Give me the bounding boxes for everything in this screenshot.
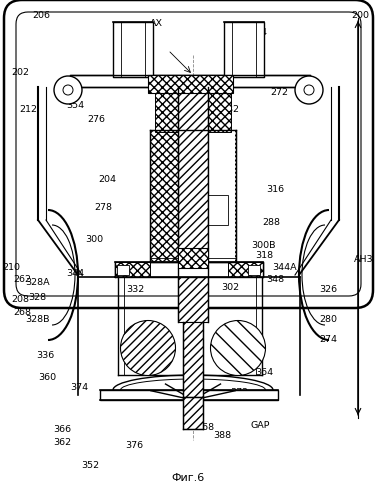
Text: 328B: 328B — [26, 316, 50, 324]
Bar — [113, 22, 153, 77]
Text: 200: 200 — [351, 10, 369, 20]
FancyBboxPatch shape — [4, 0, 373, 308]
Text: 302: 302 — [221, 283, 239, 292]
Bar — [178, 87, 208, 322]
Text: 364: 364 — [255, 368, 273, 377]
Text: 360: 360 — [38, 373, 56, 382]
Bar — [208, 195, 228, 225]
Ellipse shape — [210, 320, 265, 376]
Circle shape — [304, 85, 314, 95]
Bar — [115, 262, 150, 277]
Circle shape — [63, 85, 73, 95]
Text: 272: 272 — [270, 88, 288, 97]
Text: 262: 262 — [14, 276, 32, 284]
Text: 362: 362 — [53, 438, 71, 447]
Text: 328A: 328A — [25, 278, 50, 287]
Bar — [183, 397, 203, 429]
Text: 352: 352 — [81, 460, 100, 469]
Text: 336: 336 — [36, 350, 54, 360]
Bar — [178, 248, 208, 268]
Text: 276: 276 — [87, 116, 105, 124]
Bar — [100, 390, 278, 400]
Bar — [228, 262, 263, 277]
Bar — [117, 265, 129, 275]
Text: 268: 268 — [14, 308, 32, 317]
Text: 300B: 300B — [252, 240, 276, 250]
Text: 348: 348 — [266, 276, 284, 284]
Text: 204: 204 — [98, 176, 116, 184]
Text: 282: 282 — [221, 106, 239, 114]
Text: 372: 372 — [230, 388, 248, 397]
Text: 388: 388 — [213, 430, 231, 440]
Text: 326: 326 — [319, 286, 337, 294]
Text: 376: 376 — [125, 440, 143, 450]
Text: 306: 306 — [202, 160, 220, 170]
Text: 404: 404 — [249, 28, 267, 37]
Text: 354: 354 — [66, 100, 84, 110]
Text: 374: 374 — [70, 383, 88, 392]
Text: 288: 288 — [262, 218, 280, 227]
Bar — [150, 130, 178, 262]
Text: 344A: 344A — [272, 263, 297, 272]
Text: 274: 274 — [319, 336, 337, 344]
Bar — [224, 22, 264, 77]
Text: 208: 208 — [12, 296, 30, 304]
Text: 278: 278 — [95, 203, 113, 212]
Text: 332: 332 — [127, 286, 145, 294]
Text: 318: 318 — [255, 250, 273, 260]
Bar — [115, 262, 263, 277]
Text: 392: 392 — [183, 346, 201, 354]
Bar — [155, 87, 178, 132]
Bar — [148, 75, 233, 93]
Bar — [70, 75, 310, 87]
Text: 210: 210 — [2, 263, 20, 272]
Text: AH3: AH3 — [354, 256, 374, 264]
Bar — [208, 87, 231, 132]
Text: AX: AX — [150, 20, 163, 28]
Text: GAP: GAP — [250, 420, 270, 430]
Text: 316: 316 — [266, 186, 284, 194]
Text: 206: 206 — [32, 10, 51, 20]
Text: 280: 280 — [319, 316, 337, 324]
Bar — [208, 130, 235, 262]
Text: 344: 344 — [66, 270, 84, 278]
Text: 212: 212 — [19, 106, 37, 114]
Text: 368: 368 — [196, 423, 215, 432]
Circle shape — [54, 76, 82, 104]
Text: Фиг.6: Фиг.6 — [172, 473, 205, 483]
Text: 328: 328 — [29, 293, 47, 302]
Circle shape — [295, 76, 323, 104]
Bar — [183, 322, 203, 397]
Ellipse shape — [121, 320, 176, 376]
Text: 366: 366 — [53, 426, 71, 434]
Text: 202: 202 — [12, 68, 30, 77]
Bar — [208, 130, 236, 262]
Bar — [248, 265, 260, 275]
Text: 300: 300 — [85, 236, 103, 244]
